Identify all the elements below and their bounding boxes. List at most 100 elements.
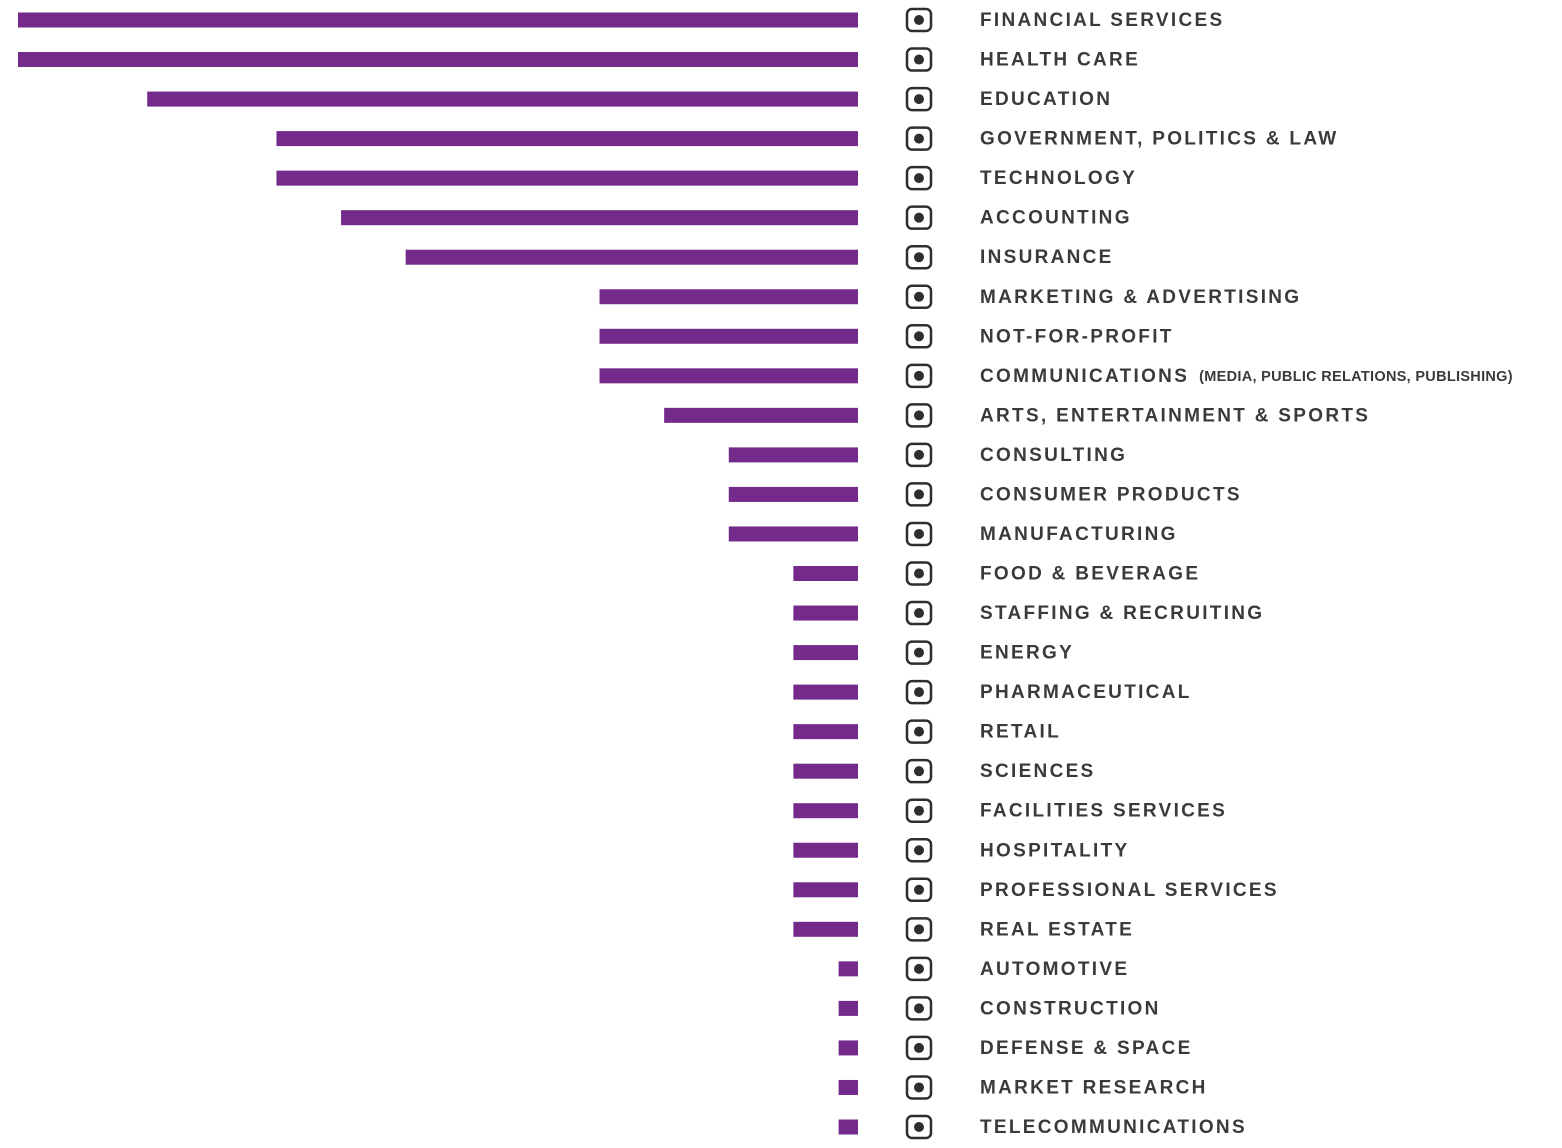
icon-shape <box>905 482 933 507</box>
icon-shape <box>914 924 924 935</box>
category-icon <box>905 205 933 230</box>
category-name: CONSUMER PRODUCTS <box>980 484 1242 505</box>
icon-shape <box>914 1082 924 1093</box>
category-icon <box>905 600 933 626</box>
bar <box>793 882 858 898</box>
bar <box>405 249 858 265</box>
category-name: NOT-FOR-PROFIT <box>980 326 1174 347</box>
icon-shape <box>905 917 933 942</box>
icon-shape <box>905 205 933 230</box>
bar <box>793 684 858 700</box>
category-label: FINANCIAL SERVICES <box>980 10 1224 31</box>
category-label: INSURANCE <box>980 247 1114 268</box>
category-name: FOOD & BEVERAGE <box>980 564 1200 585</box>
bar <box>793 763 858 779</box>
icon-shape <box>914 1042 924 1053</box>
icon-shape <box>914 608 924 619</box>
category-icon <box>905 126 933 151</box>
icon-shape <box>914 252 924 263</box>
category-name: TECHNOLOGY <box>980 168 1137 189</box>
icon-shape <box>905 758 933 784</box>
icon-shape <box>905 640 933 665</box>
icon-shape <box>905 679 933 705</box>
icon-shape <box>914 489 924 500</box>
category-label: CONSTRUCTION <box>980 998 1161 1019</box>
icon-shape <box>905 798 933 823</box>
icon-shape <box>905 956 933 982</box>
bar <box>599 289 858 305</box>
category-label: EDUCATION <box>980 89 1112 110</box>
bar <box>793 645 858 661</box>
icon-shape <box>905 1075 933 1100</box>
icon-shape <box>905 1114 933 1140</box>
category-label: FOOD & BEVERAGE <box>980 564 1200 585</box>
category-icon <box>905 284 933 309</box>
bar <box>793 566 858 581</box>
category-label: DEFENSE & SPACE <box>980 1038 1193 1059</box>
icon-shape <box>905 1035 933 1061</box>
icon-shape <box>914 54 924 65</box>
icon-shape <box>914 528 924 539</box>
category-label: MARKETING & ADVERTISING <box>980 287 1301 308</box>
category-label: CONSUMER PRODUCTS <box>980 484 1242 505</box>
category-name: RETAIL <box>980 722 1061 743</box>
category-label: STAFFING & RECRUITING <box>980 603 1264 624</box>
icon-shape <box>914 94 924 105</box>
icon-shape <box>905 403 933 428</box>
icon-shape <box>905 324 933 349</box>
category-name: HOSPITALITY <box>980 840 1130 861</box>
bar <box>838 1000 858 1016</box>
category-icon <box>905 996 933 1021</box>
category-name: ARTS, ENTERTAINMENT & SPORTS <box>980 405 1370 426</box>
category-label: REAL ESTATE <box>980 919 1134 940</box>
icon-shape <box>905 442 933 468</box>
category-label: TELECOMMUNICATIONS <box>980 1117 1247 1138</box>
category-label: NOT-FOR-PROFIT <box>980 326 1174 347</box>
icon-shape <box>905 719 933 744</box>
category-label: GOVERNMENT, POLITICS & LAW <box>980 129 1339 150</box>
icon-shape <box>905 47 933 72</box>
category-icon <box>905 244 933 270</box>
icon-shape <box>914 173 924 184</box>
category-icon <box>905 877 933 903</box>
icon-shape <box>914 647 924 658</box>
category-icon <box>905 1114 933 1140</box>
bar <box>276 131 858 147</box>
category-label: ENERGY <box>980 643 1074 664</box>
category-label: TECHNOLOGY <box>980 168 1137 189</box>
category-label: FACILITIES SERVICES <box>980 801 1227 822</box>
category-icon <box>905 1075 933 1100</box>
bar <box>793 724 858 740</box>
category-label: PROFESSIONAL SERVICES <box>980 880 1279 901</box>
bar <box>276 170 858 186</box>
category-name: CONSTRUCTION <box>980 998 1161 1019</box>
category-name: AUTOMOTIVE <box>980 959 1129 980</box>
category-icon <box>905 324 933 349</box>
bar <box>838 961 858 977</box>
category-label: ACCOUNTING <box>980 208 1132 229</box>
category-name: STAFFING & RECRUITING <box>980 603 1264 624</box>
category-name: MANUFACTURING <box>980 524 1178 545</box>
bar <box>728 447 858 463</box>
icon-shape <box>905 996 933 1021</box>
icon-shape <box>914 963 924 974</box>
category-icon <box>905 1035 933 1061</box>
category-icon <box>905 521 933 547</box>
icon-shape <box>905 284 933 309</box>
bar <box>793 803 858 819</box>
icon-shape <box>914 449 924 460</box>
bar <box>793 605 858 621</box>
category-label: RETAIL <box>980 722 1061 743</box>
icon-shape <box>905 165 933 191</box>
category-name: TELECOMMUNICATIONS <box>980 1117 1247 1138</box>
icon-shape <box>905 7 933 33</box>
icon-shape <box>905 363 933 389</box>
category-icon <box>905 917 933 942</box>
bar <box>728 486 858 502</box>
category-name: PHARMACEUTICAL <box>980 682 1192 703</box>
icon-shape <box>914 133 924 144</box>
category-icon <box>905 838 933 863</box>
icon-shape <box>914 1003 924 1014</box>
category-icon <box>905 798 933 823</box>
